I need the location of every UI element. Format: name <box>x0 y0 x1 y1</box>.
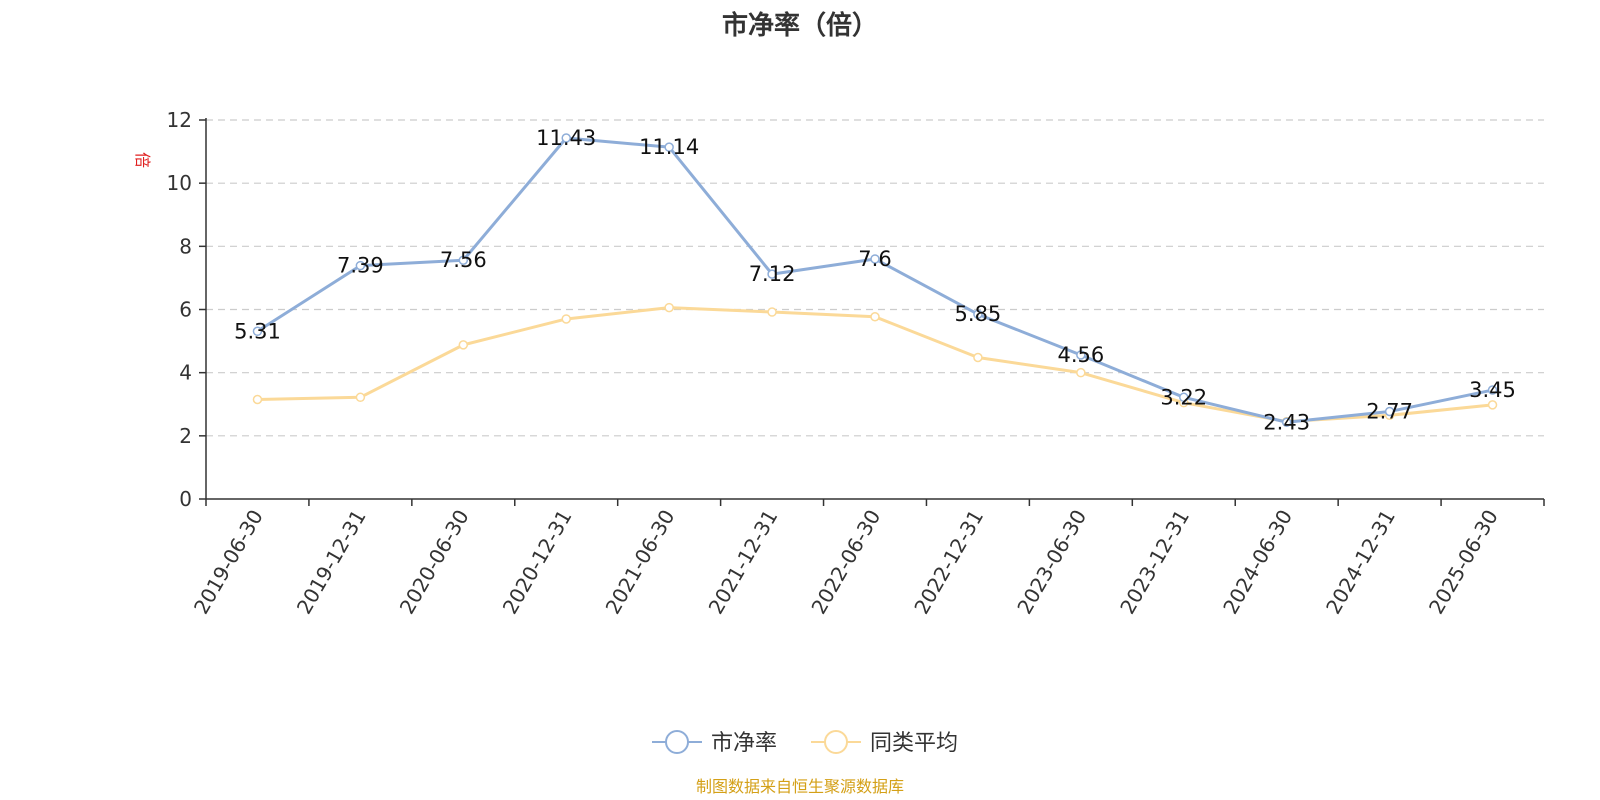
data-point[interactable] <box>1281 417 1292 428</box>
x-tick-label: 2022-12-31 <box>909 506 988 619</box>
data-label: 4.56 <box>1057 343 1104 367</box>
data-point[interactable] <box>973 309 983 319</box>
data-point[interactable] <box>1487 385 1498 395</box>
data-label: 3.22 <box>1160 385 1207 409</box>
data-point[interactable] <box>1179 392 1189 403</box>
series-line <box>257 306 1493 424</box>
y-tick-label: 10 <box>167 171 192 195</box>
data-label: 11.14 <box>639 135 699 159</box>
legend-item[interactable]: 市净率 <box>652 730 777 756</box>
x-tick-label: 2023-06-30 <box>1012 506 1091 619</box>
x-tick-label: 2024-06-30 <box>1218 506 1297 619</box>
y-tick-label: 12 <box>167 108 192 132</box>
data-point[interactable] <box>973 352 983 363</box>
data-label: 5.85 <box>955 302 1002 326</box>
data-point[interactable] <box>664 142 674 152</box>
legend-label: 市净率 <box>711 731 777 756</box>
data-point[interactable] <box>1384 406 1395 417</box>
data-point[interactable] <box>767 269 777 279</box>
data-point[interactable] <box>870 312 880 322</box>
series-line <box>256 136 1493 424</box>
x-tick-label: 2023-12-31 <box>1115 506 1194 619</box>
y-tick-label: 2 <box>179 424 192 448</box>
data-point[interactable] <box>252 326 263 337</box>
legend-label: 同类平均 <box>870 731 958 756</box>
y-axis-unit-label: 倍 <box>133 152 152 168</box>
x-tick-label: 2019-06-30 <box>189 506 268 619</box>
y-tick-label: 4 <box>179 361 192 385</box>
data-point[interactable] <box>561 133 571 143</box>
x-tick-label: 2024-12-31 <box>1321 506 1400 619</box>
data-label: 11.43 <box>536 126 596 150</box>
data-point[interactable] <box>355 392 366 403</box>
data-point[interactable] <box>664 302 674 313</box>
data-label: 2.77 <box>1366 400 1413 424</box>
data-point[interactable] <box>252 394 263 405</box>
data-label: 7.56 <box>440 248 487 272</box>
x-tick-label: 2020-12-31 <box>498 506 577 619</box>
source-note: 制图数据来自恒生聚源数据库 <box>696 777 904 796</box>
legend-item[interactable]: 同类平均 <box>811 730 958 756</box>
legend-marker-icon <box>665 730 689 754</box>
data-point[interactable] <box>458 340 469 350</box>
data-label: 7.39 <box>337 254 384 278</box>
data-point[interactable] <box>561 314 571 324</box>
data-label: 5.31 <box>234 319 281 343</box>
x-tick-label: 2020-06-30 <box>395 506 474 619</box>
data-label: 7.6 <box>858 247 891 271</box>
x-tick-label: 2021-06-30 <box>601 506 680 619</box>
grid-lines <box>206 119 1544 437</box>
data-point[interactable] <box>1487 400 1498 410</box>
data-label: 3.45 <box>1469 378 1516 402</box>
x-tick-label: 2022-06-30 <box>806 506 885 619</box>
legend-marker-icon <box>824 730 848 754</box>
data-point[interactable] <box>1076 350 1086 360</box>
chart-title: 市净率（倍） <box>722 10 878 41</box>
legend[interactable]: 市净率 同类平均 <box>652 730 958 756</box>
data-label: 2.43 <box>1263 410 1310 434</box>
x-tick-label: 2019-12-31 <box>292 506 371 619</box>
y-tick-label: 8 <box>179 234 192 258</box>
x-tick-label: 2021-12-31 <box>704 506 783 619</box>
data-labels: 5.31 7.39 7.56 11.43 11.14 7.12 7.6 5.85 4.56 3.2… <box>234 126 1516 434</box>
axes: 0 2 4 6 8 10 12 2019-06-30 2019-12-31 2020-06-30 2… <box>167 108 1545 619</box>
data-point[interactable] <box>458 255 469 265</box>
y-tick-label: 6 <box>179 298 192 322</box>
data-point[interactable] <box>767 307 777 317</box>
data-point[interactable] <box>355 260 366 271</box>
y-tick-label: 0 <box>179 487 192 511</box>
data-point[interactable] <box>1076 367 1086 378</box>
data-label: 7.12 <box>749 262 796 286</box>
data-point[interactable] <box>870 254 880 264</box>
series-lines <box>252 133 1498 428</box>
x-tick-label: 2025-06-30 <box>1424 506 1503 619</box>
